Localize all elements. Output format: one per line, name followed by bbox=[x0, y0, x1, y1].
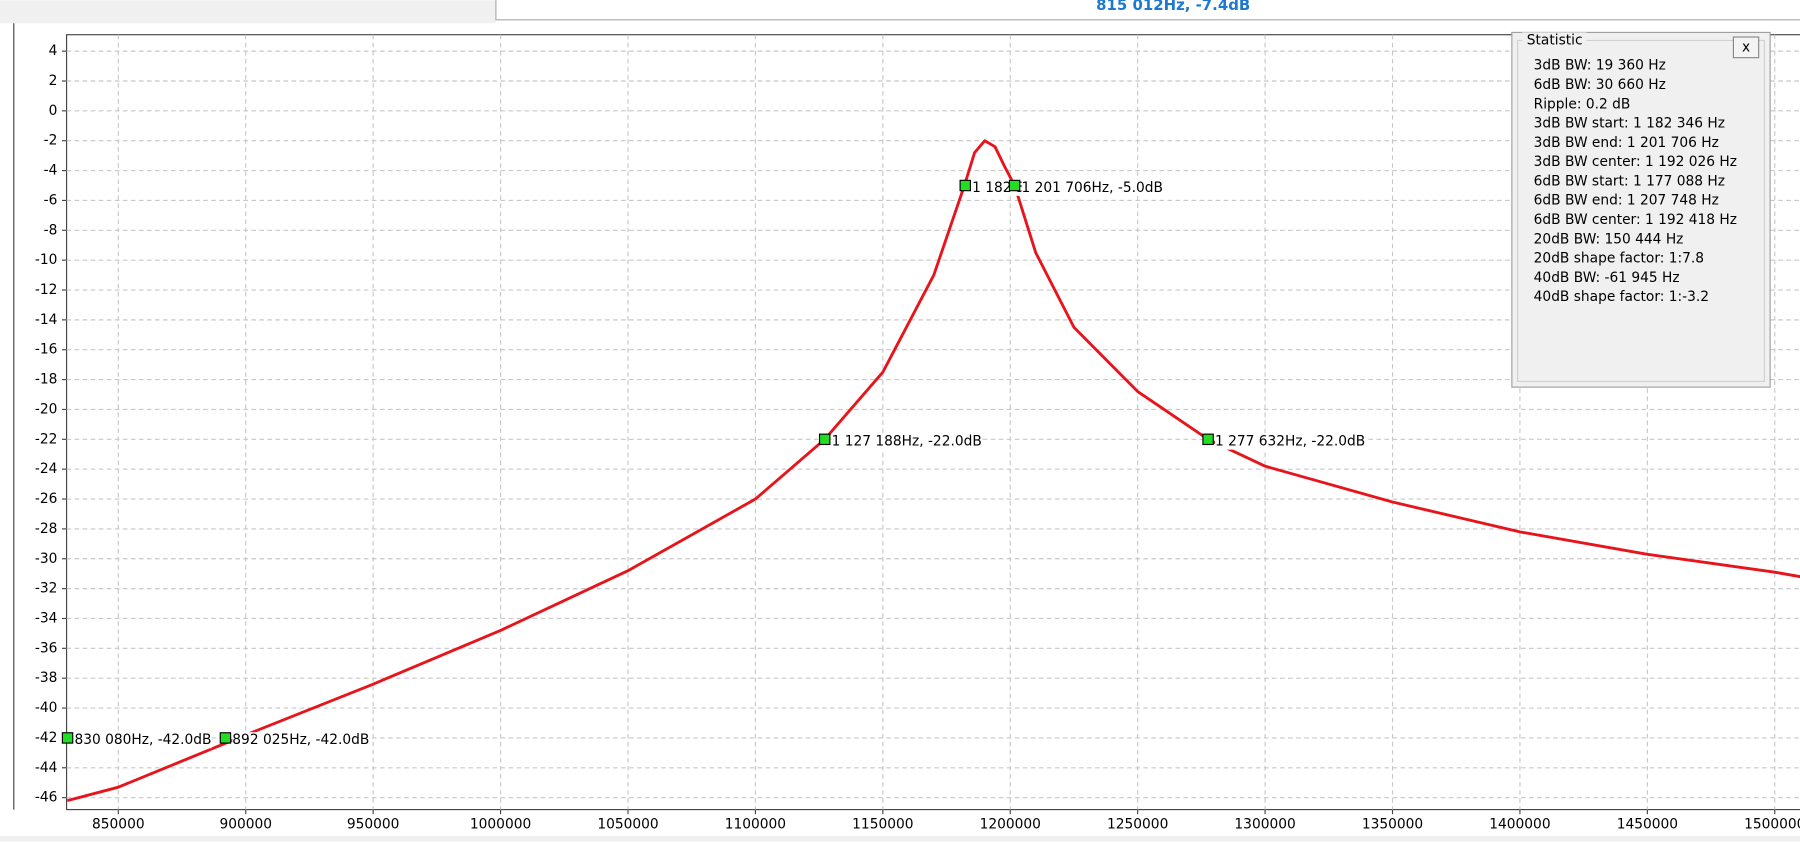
close-button[interactable] bbox=[1732, 36, 1760, 59]
y-tick-label: -46 bbox=[35, 790, 57, 806]
y-tick-label: -20 bbox=[35, 401, 57, 417]
panel-title: Statistic bbox=[1527, 32, 1583, 48]
x-tick-label: 900000 bbox=[219, 817, 272, 833]
readout: 815 012Hz, -7.4dB bbox=[1096, 0, 1250, 14]
statistic-line: 20dB BW: 150 444 Hz bbox=[1534, 231, 1684, 247]
statistic-line: 6dB BW start: 1 177 088 Hz bbox=[1534, 173, 1725, 189]
y-tick-label: 4 bbox=[49, 43, 58, 59]
marker bbox=[61, 732, 74, 744]
x-tick-label: 1350000 bbox=[1362, 817, 1423, 833]
marker-label: 1 127 188Hz, -22.0dB bbox=[832, 434, 982, 450]
statistic-line: 40dB BW: -61 945 Hz bbox=[1534, 270, 1680, 286]
x-tick-label: 850000 bbox=[92, 817, 145, 833]
y-tick-label: -8 bbox=[44, 222, 58, 238]
readout-box bbox=[495, 0, 1800, 21]
bottom-strip bbox=[0, 835, 1800, 842]
y-tick-label: -40 bbox=[35, 700, 57, 716]
y-tick-label: -2 bbox=[44, 133, 58, 149]
y-tick-label: -22 bbox=[35, 431, 57, 447]
panel-bg bbox=[1511, 31, 1771, 388]
statistic-panel: Statistic x 3dB BW: 19 360 Hz 6dB BW: 30 … bbox=[1511, 31, 1771, 388]
x-tick-label: 1250000 bbox=[1107, 817, 1168, 833]
x-tick-label: 1450000 bbox=[1617, 817, 1678, 833]
y-tick-label: -32 bbox=[35, 581, 57, 597]
x-tick-label: 1100000 bbox=[725, 817, 786, 833]
y-tick-label: -28 bbox=[35, 521, 57, 537]
spectrum-curve bbox=[66, 139, 1800, 803]
marker bbox=[219, 732, 232, 744]
y-tick-label: -42 bbox=[35, 730, 57, 746]
x-tick-label: 1400000 bbox=[1489, 817, 1550, 833]
y-tick-label: -44 bbox=[35, 760, 57, 776]
y-tick-label: -4 bbox=[44, 163, 58, 179]
close-label[interactable]: x bbox=[1742, 39, 1750, 55]
x-tick-label: 1000000 bbox=[470, 817, 531, 833]
statistic-line: 6dB BW center: 1 192 418 Hz bbox=[1534, 212, 1737, 228]
panel-group bbox=[1517, 39, 1765, 382]
y-tick-label: 2 bbox=[49, 73, 58, 89]
panel-title-bg bbox=[1522, 32, 1587, 49]
marker-label-bg bbox=[1021, 179, 1163, 196]
marker-label: 892 025Hz, -42.0dB bbox=[232, 732, 369, 748]
y-tick-label: 0 bbox=[49, 103, 58, 119]
y-tick-label: -26 bbox=[35, 491, 57, 507]
statistic-line: 3dB BW center: 1 192 026 Hz bbox=[1534, 154, 1737, 170]
y-tick-label: -34 bbox=[35, 610, 57, 626]
y-tick-label: -30 bbox=[35, 551, 57, 567]
marker-label: 1 277 632Hz, -22.0dB bbox=[1215, 434, 1365, 450]
marker-label: 1 201 706Hz, -5.0dB bbox=[1021, 180, 1162, 196]
statistic-line: 3dB BW: 19 360 Hz bbox=[1534, 58, 1666, 74]
plot-frame bbox=[66, 34, 1800, 811]
marker-label-bg bbox=[1214, 433, 1366, 450]
statistic-line: 3dB BW start: 1 182 346 Hz bbox=[1534, 116, 1725, 132]
marker-label-bg bbox=[232, 732, 370, 749]
y-tick-label: -14 bbox=[35, 312, 57, 328]
y-tick-label: -6 bbox=[44, 192, 58, 208]
y-tick-label: -24 bbox=[35, 461, 57, 477]
statistic-line: 3dB BW end: 1 201 706 Hz bbox=[1534, 135, 1719, 151]
marker bbox=[959, 179, 972, 192]
x-tick-label: 1150000 bbox=[852, 817, 913, 833]
y-tick-label: -10 bbox=[35, 252, 57, 268]
x-tick-label: 1500000 bbox=[1744, 817, 1800, 833]
statistic-line: 20dB shape factor: 1:7.8 bbox=[1534, 251, 1704, 267]
marker-label: 830 080Hz, -42.0dB bbox=[74, 732, 211, 748]
x-tick-label: 1200000 bbox=[980, 817, 1041, 833]
y-tick-label: -16 bbox=[35, 342, 57, 358]
marker bbox=[1202, 433, 1214, 446]
statistic-line: Ripple: 0.2 dB bbox=[1534, 96, 1631, 112]
statistic-line: 6dB BW: 30 660 Hz bbox=[1534, 77, 1666, 93]
toolbar bbox=[0, 0, 496, 24]
x-tick-label: 950000 bbox=[347, 817, 400, 833]
y-tick-label: -38 bbox=[35, 670, 57, 686]
statistic-line: 6dB BW end: 1 207 748 Hz bbox=[1534, 193, 1719, 209]
x-tick-label: 1050000 bbox=[597, 817, 658, 833]
marker bbox=[1008, 179, 1021, 192]
marker-label-bg bbox=[831, 433, 982, 450]
x-tick-label: 1300000 bbox=[1234, 817, 1295, 833]
statistic-line: 40dB shape factor: 1:-3.2 bbox=[1534, 289, 1709, 305]
y-tick-label: -12 bbox=[35, 282, 57, 298]
marker bbox=[818, 433, 831, 446]
y-tick-label: -18 bbox=[35, 372, 57, 388]
marker-label-bg bbox=[74, 732, 212, 749]
y-tick-label: -36 bbox=[35, 640, 57, 656]
